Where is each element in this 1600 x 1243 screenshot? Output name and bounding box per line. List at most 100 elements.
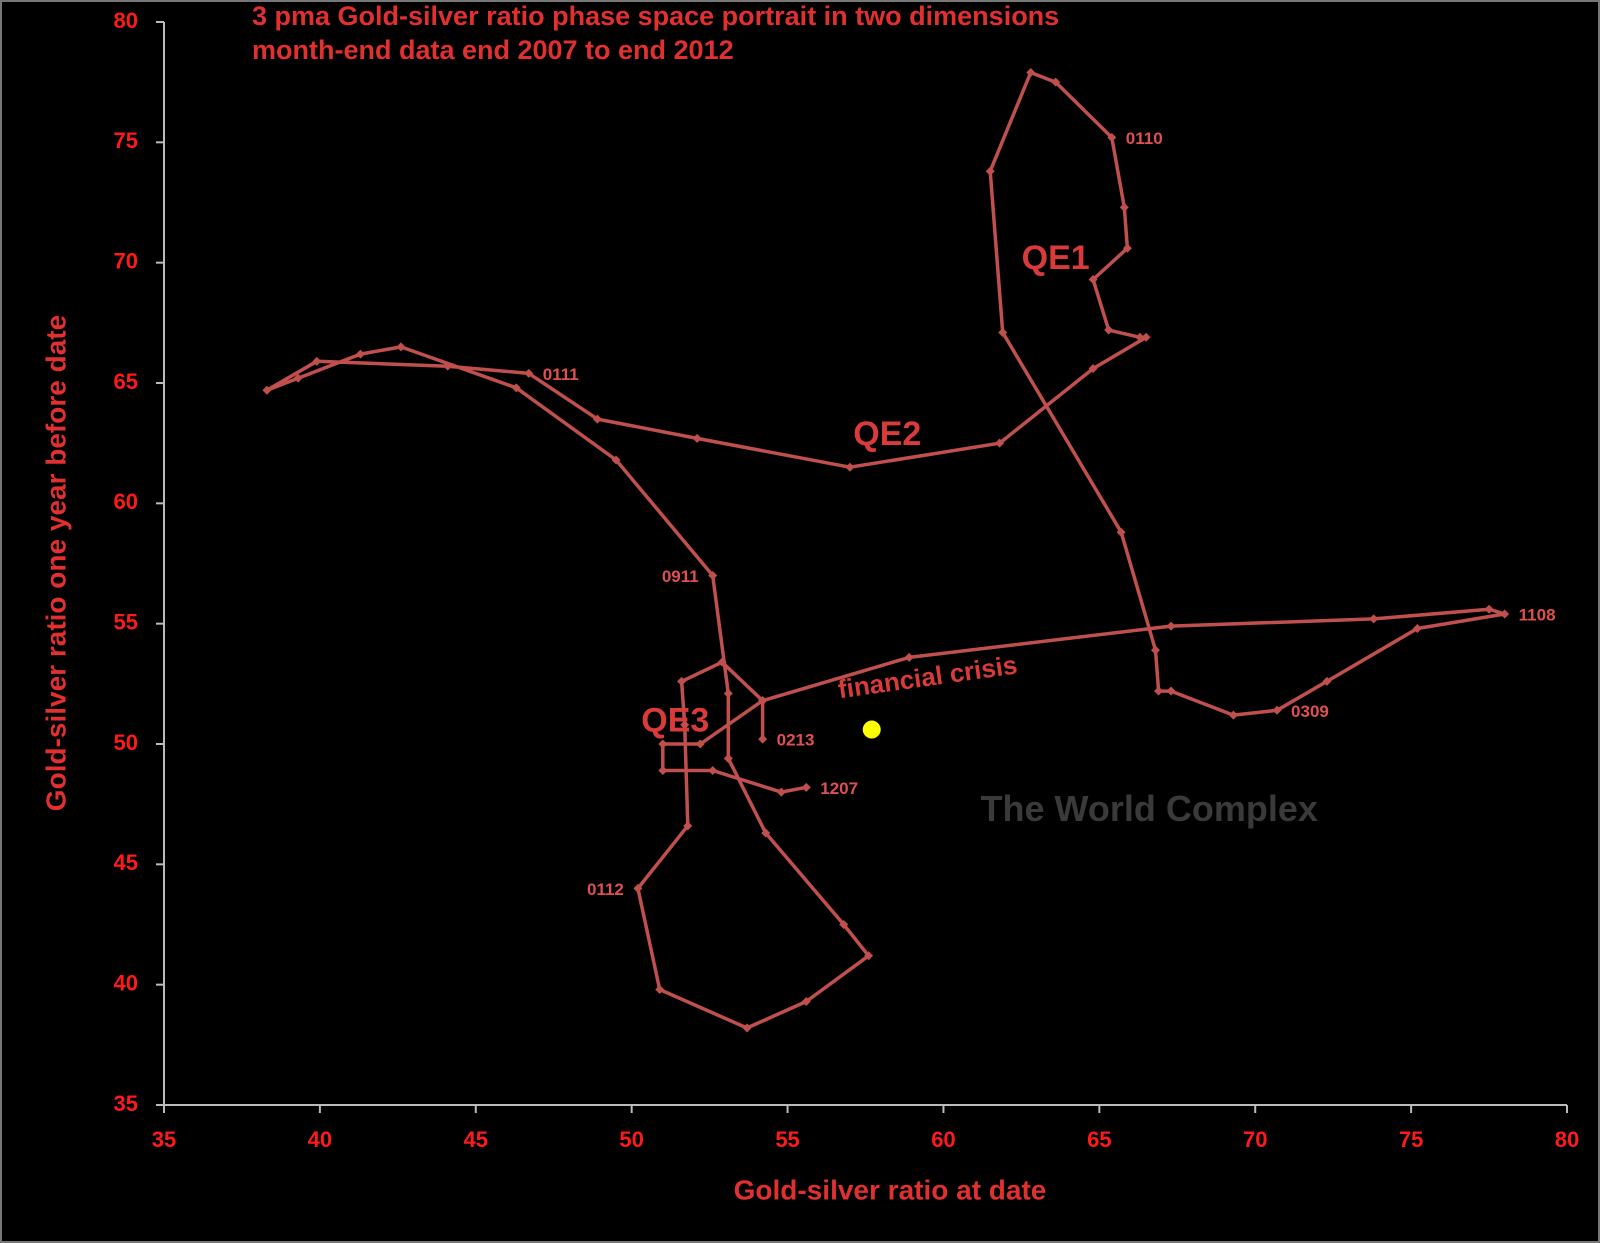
x-tick-label: 55 <box>775 1127 799 1152</box>
point-marker <box>1088 275 1098 285</box>
point-marker <box>443 361 453 371</box>
point-marker <box>1500 609 1510 619</box>
point-marker <box>985 166 995 176</box>
point-marker <box>1051 77 1061 87</box>
x-tick-label: 60 <box>931 1127 955 1152</box>
point-marker <box>1369 614 1379 624</box>
y-tick-label: 45 <box>114 850 138 875</box>
point-marker <box>655 984 665 994</box>
point-label: 1108 <box>1519 606 1556 625</box>
x-tick-label: 40 <box>308 1127 332 1152</box>
point-marker <box>776 787 786 797</box>
point-marker <box>1166 621 1176 631</box>
y-tick-label: 80 <box>114 8 138 33</box>
point-marker <box>801 782 811 792</box>
point-marker <box>633 883 643 893</box>
point-marker <box>1272 705 1282 715</box>
y-axis-title: Gold-silver ratio one year before date <box>40 315 71 811</box>
point-marker <box>1484 604 1494 614</box>
point-marker <box>683 821 693 831</box>
point-marker <box>1026 68 1036 78</box>
point-marker <box>1122 243 1132 253</box>
point-marker <box>1322 676 1332 686</box>
point-marker <box>839 920 849 929</box>
point-marker <box>1166 686 1176 696</box>
point-marker <box>658 765 668 775</box>
point-marker <box>524 368 534 378</box>
point-label: 0213 <box>777 731 815 750</box>
point-marker <box>758 734 768 744</box>
point-marker <box>396 342 406 352</box>
point-label: 0911 <box>662 567 699 586</box>
point-marker <box>723 753 733 763</box>
point-label: 0112 <box>587 880 624 899</box>
y-tick-label: 70 <box>114 248 138 273</box>
point-marker <box>717 657 727 667</box>
y-tick-label: 60 <box>114 489 138 514</box>
x-tick-label: 35 <box>152 1127 176 1152</box>
point-marker <box>708 571 718 581</box>
point-label: 0110 <box>1126 129 1163 148</box>
point-marker <box>1119 202 1129 212</box>
point-marker <box>1135 332 1145 342</box>
point-marker <box>864 951 874 961</box>
point-marker <box>1412 623 1422 633</box>
point-marker <box>845 462 855 472</box>
point-label: 0111 <box>543 365 579 384</box>
y-tick-label: 65 <box>114 369 138 394</box>
x-tick-label: 80 <box>1555 1127 1579 1152</box>
x-axis-title: Gold-silver ratio at date <box>734 1174 1047 1205</box>
y-tick-label: 75 <box>114 128 138 153</box>
x-tick-label: 70 <box>1243 1127 1267 1152</box>
x-tick-label: 65 <box>1087 1127 1111 1152</box>
chart-subtitle: month-end data end 2007 to end 2012 <box>252 35 734 65</box>
point-marker <box>695 739 705 749</box>
point-marker <box>1150 645 1160 655</box>
x-tick-label: 45 <box>464 1127 488 1152</box>
point-marker <box>742 1023 752 1033</box>
point-marker <box>1088 364 1098 374</box>
y-tick-label: 40 <box>114 970 138 995</box>
annotation: QE3 <box>641 701 709 739</box>
point-marker <box>611 455 621 465</box>
point-marker <box>723 688 733 698</box>
point-label: 1207 <box>820 779 858 798</box>
point-marker <box>708 765 718 775</box>
point-marker <box>692 433 702 443</box>
point-marker <box>1116 527 1126 537</box>
point-marker <box>1141 332 1151 342</box>
point-marker <box>511 383 521 393</box>
y-tick-label: 50 <box>114 730 138 755</box>
point-marker <box>995 438 1005 448</box>
chart-title: 3 pma Gold-silver ratio phase space port… <box>252 1 1059 31</box>
annotation: QE1 <box>1022 239 1090 277</box>
point-marker <box>761 828 771 838</box>
point-marker <box>801 997 811 1007</box>
point-marker <box>1104 325 1114 335</box>
y-tick-label: 55 <box>114 609 138 634</box>
point-marker <box>1228 710 1238 720</box>
point-marker <box>592 414 602 424</box>
point-marker <box>1154 686 1164 696</box>
point-marker <box>1107 133 1117 143</box>
point-marker <box>312 356 322 366</box>
point-marker <box>998 327 1008 337</box>
point-marker <box>758 696 768 706</box>
point-label: 0309 <box>1291 702 1329 721</box>
point-marker <box>262 385 272 395</box>
watermark: The World Complex <box>981 788 1318 829</box>
point-marker <box>904 652 914 662</box>
point-marker <box>355 349 365 359</box>
y-tick-label: 35 <box>114 1091 138 1116</box>
x-tick-label: 75 <box>1399 1127 1423 1152</box>
point-marker <box>658 739 668 749</box>
x-tick-label: 50 <box>619 1127 643 1152</box>
point-marker <box>680 720 690 730</box>
annotation: QE2 <box>853 415 921 453</box>
point-marker <box>293 373 303 383</box>
highlight-point <box>862 720 881 739</box>
